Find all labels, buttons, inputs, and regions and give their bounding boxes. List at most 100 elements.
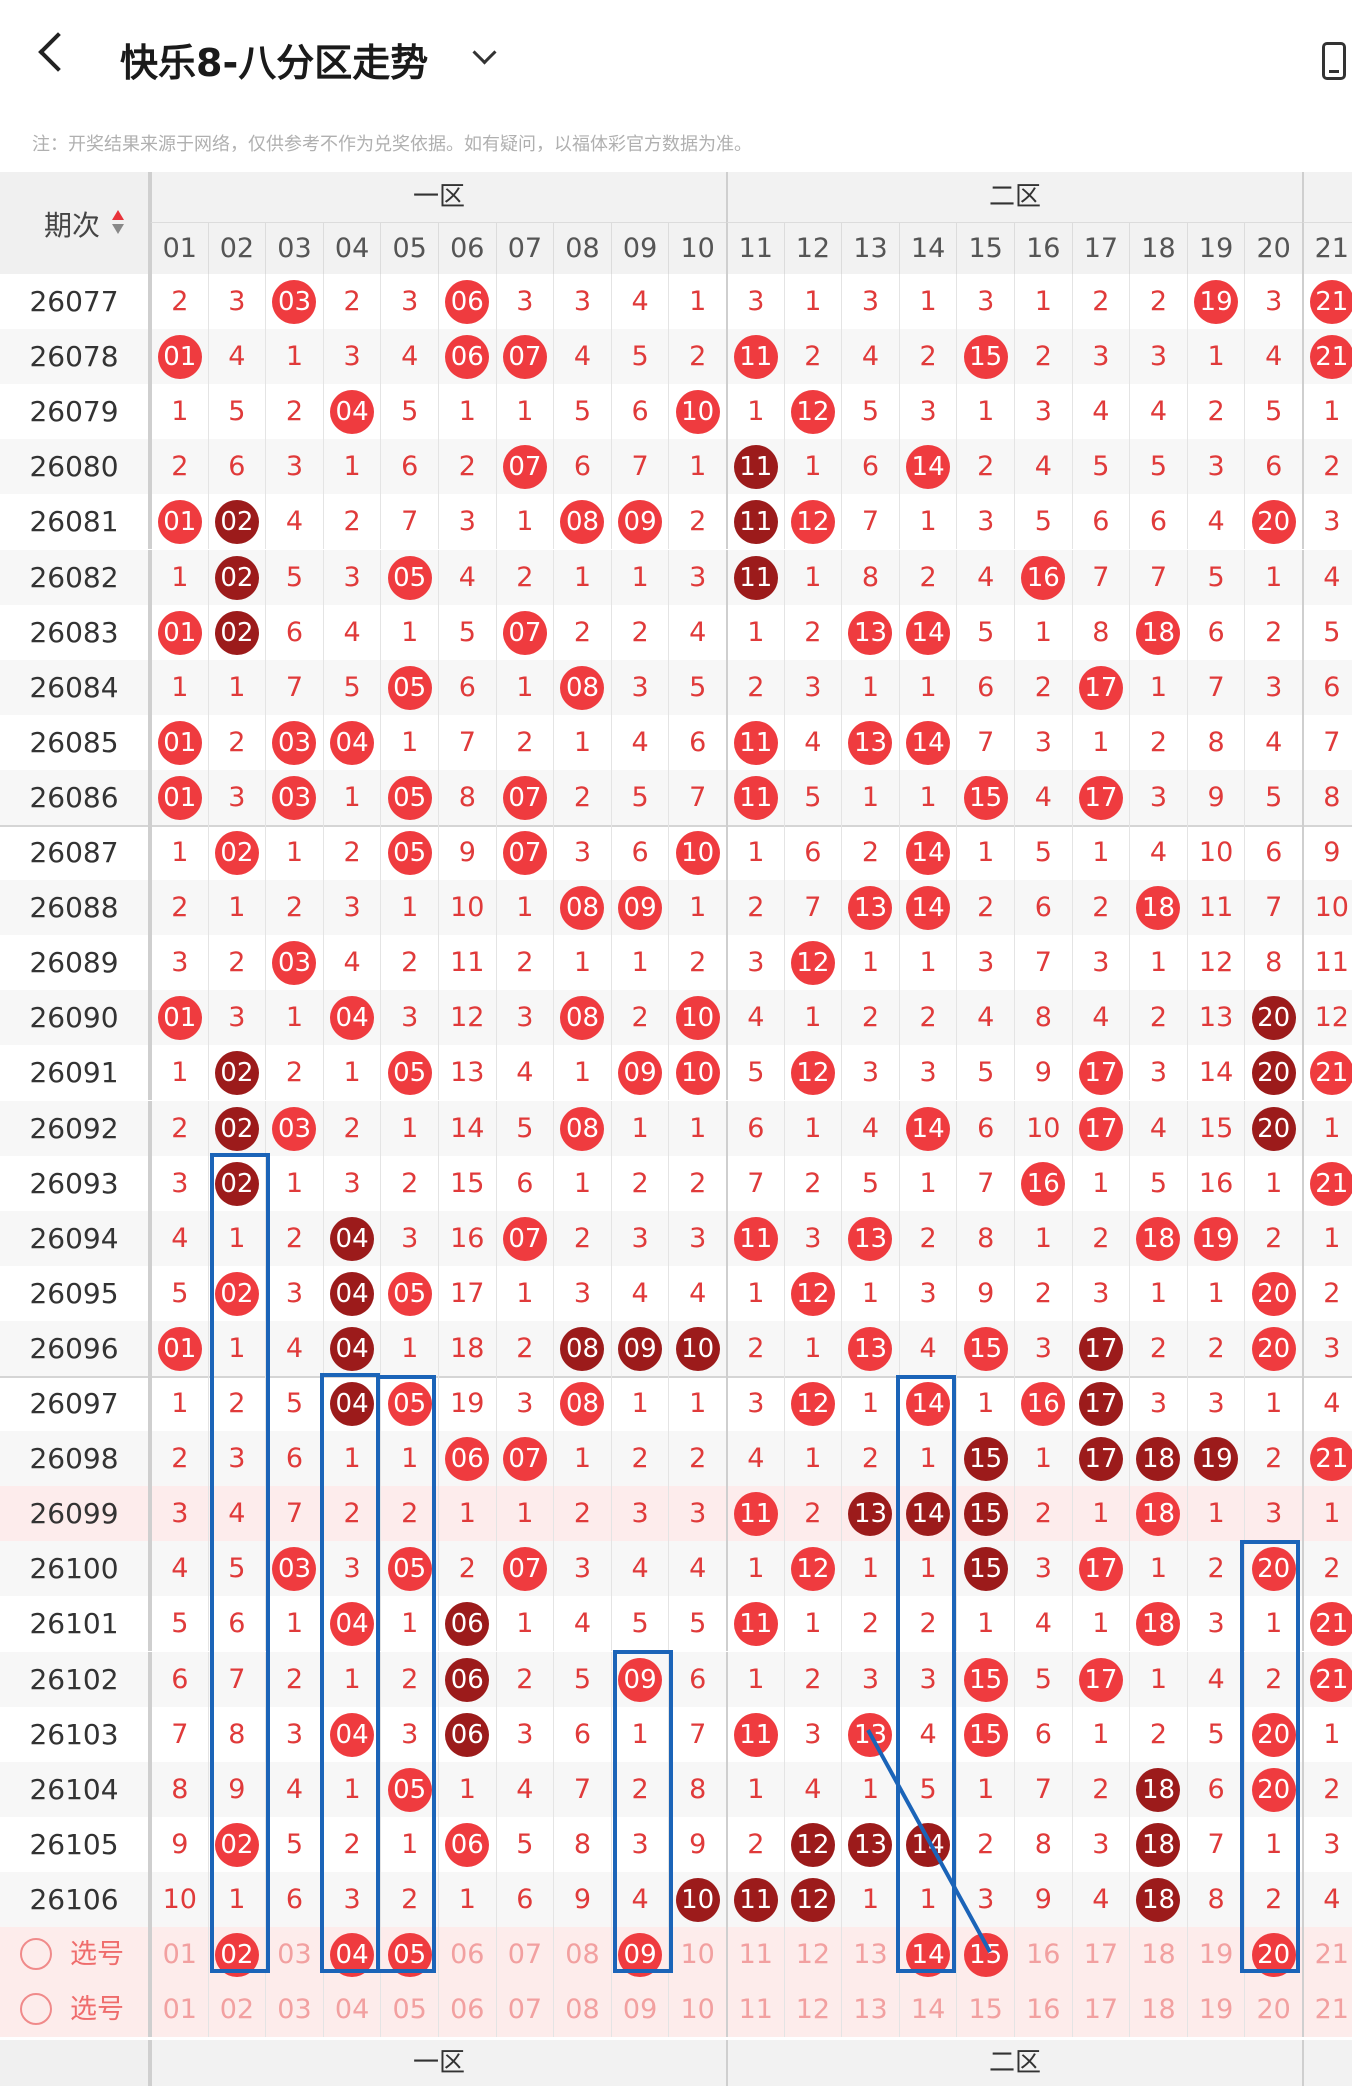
miss-count-cell: 2 [1244, 604, 1302, 660]
selectable-number[interactable]: 06 [438, 1927, 496, 1982]
miss-count-cell: 1 [956, 1376, 1014, 1431]
miss-count-cell: 7 [1186, 659, 1245, 715]
miss-count-cell: 3 [553, 825, 611, 880]
radio-icon[interactable] [20, 1938, 52, 1970]
table-row: 26077 2 3 03 2 3 06 3 3 4 1 3 1 3 1 3 1 2 2 19 3 21 [0, 274, 1352, 329]
miss-count-cell: 2 [1014, 659, 1072, 715]
selectable-number[interactable]: 17 [1071, 1927, 1130, 1982]
select-toggle[interactable]: 选号 [0, 1927, 150, 1982]
miss-count-cell: 3 [1071, 329, 1130, 385]
selectable-number[interactable]: 10 [668, 1927, 726, 1982]
miss-count-cell: 1 [610, 1100, 669, 1156]
selectable-number[interactable]: 03 [265, 1927, 323, 1982]
miss-count-cell: 5 [1244, 769, 1302, 825]
miss-count-cell: 8 [1244, 935, 1302, 991]
selectable-number[interactable]: 03 [265, 1982, 323, 2038]
ball-cell: 11 [726, 714, 784, 770]
miss-count-cell: 1 [1071, 1155, 1130, 1211]
selectable-number[interactable]: 15 [956, 1982, 1014, 2038]
selectable-number[interactable]: 18 [1129, 1982, 1187, 2038]
drawn-number-ball: 13 [848, 886, 893, 931]
selectable-number[interactable]: 10 [668, 1982, 726, 2038]
miss-count-cell: 10 [1186, 825, 1245, 880]
number-header: 14 [898, 222, 957, 274]
miss-count-cell: 1 [898, 1155, 957, 1211]
drawn-number-ball: 07 [502, 335, 547, 380]
sort-icon[interactable] [112, 210, 124, 236]
table-row: 26103783043063617113134156125201 [0, 1706, 1352, 1762]
miss-count-cell: 1 [1244, 1155, 1302, 1211]
selectable-number[interactable]: 11 [726, 1927, 784, 1982]
phone-rotate-icon[interactable] [1322, 42, 1346, 80]
miss-count-cell: 12 [1186, 935, 1245, 991]
selectable-number[interactable]: 04 [322, 1982, 381, 2038]
selectable-number[interactable]: 02 [207, 1982, 266, 2038]
period-header[interactable]: 期次 [0, 172, 150, 274]
selectable-number[interactable]: 12 [783, 1982, 842, 2038]
selectable-number[interactable]: 07 [495, 1927, 554, 1982]
ball-cell: 21 [1302, 1431, 1352, 1487]
selectable-number[interactable]: 01 [150, 1982, 208, 2038]
number-header: 03 [265, 222, 323, 274]
table-row: 26090 01 3 1 04 3 12 3 08 2 10 4 1 2 2 4 8 4 2 13 20 12 [0, 990, 1352, 1046]
miss-count-cell: 8 [150, 1761, 208, 1817]
drawn-number-ball: 13 [848, 1326, 893, 1371]
drawn-number-ball: 12 [790, 1051, 835, 1096]
drawn-number-ball: 11 [733, 720, 778, 765]
ball-cell: 04 [322, 1706, 381, 1762]
select-toggle[interactable]: 选号 [0, 1982, 150, 2038]
selectable-number[interactable]: 19 [1186, 1982, 1245, 2038]
selectable-number[interactable]: 16 [1014, 1982, 1072, 2038]
selectable-number[interactable]: 14 [898, 1982, 957, 2038]
selectable-number[interactable]: 19 [1186, 1927, 1245, 1982]
miss-count-cell: 5 [1014, 1651, 1072, 1707]
miss-count-cell: 3 [668, 1486, 726, 1542]
selectable-number[interactable]: 09 [610, 1982, 669, 2038]
chevron-down-icon[interactable] [472, 40, 497, 65]
miss-count-cell: 1 [726, 1651, 784, 1707]
drawn-number-ball: 21 [1309, 1161, 1352, 1206]
miss-count-cell: 14 [1186, 1045, 1245, 1101]
selectable-number[interactable]: 12 [783, 1927, 842, 1982]
selectable-number[interactable]: 17 [1071, 1982, 1130, 2038]
selectable-number[interactable]: 16 [1014, 1927, 1072, 1982]
back-arrow-icon[interactable] [38, 32, 78, 72]
zone-header-2: 二区 [726, 172, 1302, 222]
selectable-number[interactable]: 07 [495, 1982, 554, 2038]
period-number: 26090 [0, 990, 150, 1046]
miss-count-cell: 1 [841, 659, 899, 715]
miss-count-cell: 3 [841, 1045, 899, 1101]
ball-cell: 19 [1186, 274, 1245, 329]
selectable-number[interactable]: 01 [150, 1927, 208, 1982]
ball-cell: 21 [1302, 1045, 1352, 1101]
selectable-number[interactable]: 21 [1302, 1982, 1352, 2038]
miss-count-cell: 3 [610, 1486, 669, 1542]
miss-count-cell: 1 [841, 935, 899, 991]
miss-count-cell: 3 [495, 1376, 554, 1431]
selectable-number[interactable]: 13 [841, 1982, 899, 2038]
selectable-number[interactable]: 08 [553, 1982, 611, 2038]
miss-count-cell: 1 [150, 1045, 208, 1101]
ball-cell: 20 [1244, 1265, 1302, 1321]
drawn-number-ball: 08 [560, 500, 605, 545]
drawn-number-ball: 02 [214, 831, 259, 875]
selectable-number[interactable]: 13 [841, 1927, 899, 1982]
miss-count-cell: 9 [1302, 825, 1352, 880]
selectable-number[interactable]: 05 [380, 1982, 438, 2038]
drawn-number-ball: 10 [675, 1326, 720, 1371]
selectable-number[interactable]: 18 [1129, 1927, 1187, 1982]
miss-count-cell: 2 [726, 659, 784, 715]
ball-cell: 15 [956, 1431, 1014, 1487]
miss-count-cell: 14 [438, 1100, 496, 1156]
selectable-number[interactable]: 11 [726, 1982, 784, 2038]
drawn-number-ball: 13 [848, 1216, 893, 1261]
page-title[interactable]: 快乐8-八分区走势 [120, 41, 429, 85]
radio-icon[interactable] [20, 1993, 52, 2026]
miss-count-cell: 2 [265, 880, 323, 936]
selectable-number[interactable]: 06 [438, 1982, 496, 2038]
selectable-number[interactable]: 08 [553, 1927, 611, 1982]
miss-count-cell: 2 [898, 549, 957, 605]
selectable-number[interactable]: 20 [1244, 1982, 1302, 2038]
miss-count-cell: 1 [322, 1045, 381, 1101]
selectable-number[interactable]: 21 [1302, 1927, 1352, 1982]
